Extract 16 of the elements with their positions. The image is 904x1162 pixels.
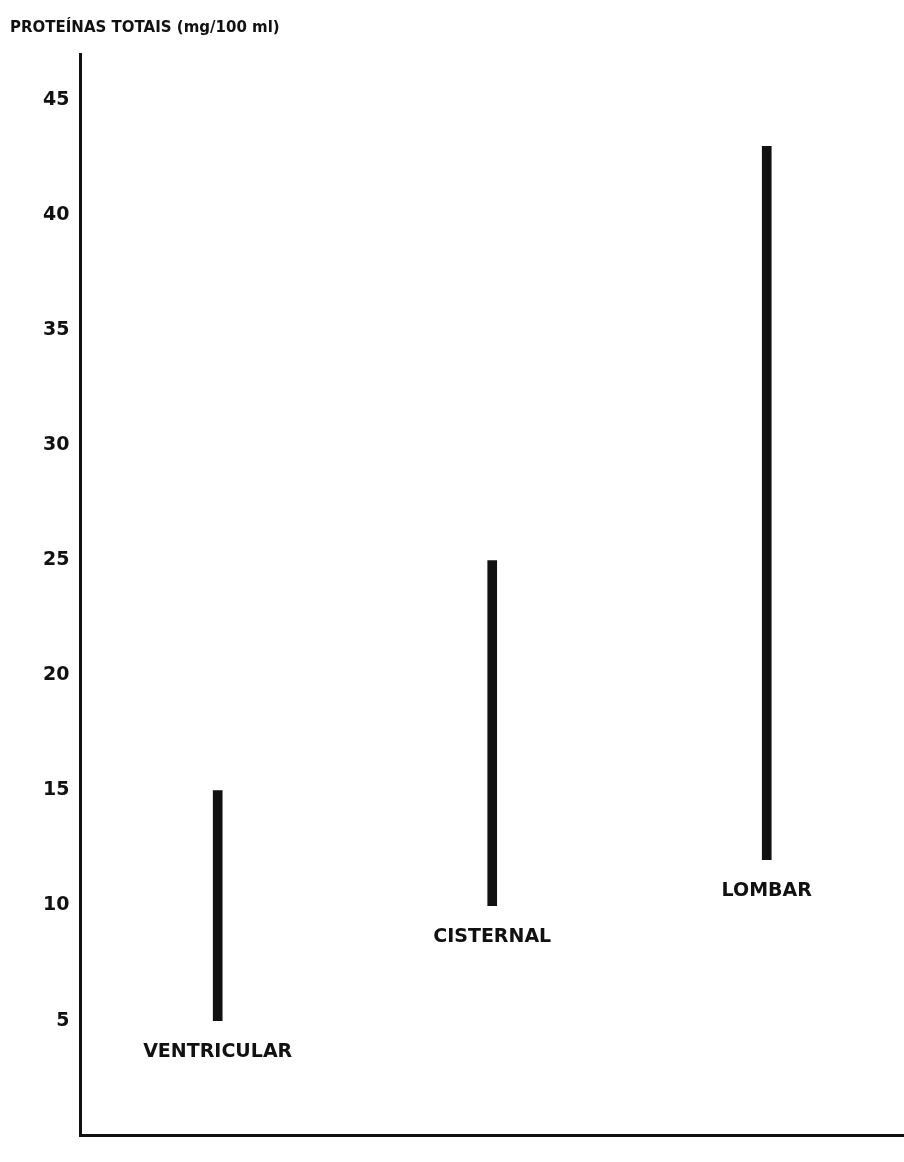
y-tick-label: 35 [42,317,70,340]
y-axis-title: PROTEÍNAS TOTAIS (mg/100 ml) [10,18,280,36]
y-tick-label: 45 [42,87,70,110]
bar [487,560,498,906]
y-tick-label: 5 [56,1007,70,1030]
x-tick-label: LOMBAR [721,877,813,900]
y-tick-label: 40 [42,202,70,225]
y-tick-label: 15 [42,777,70,800]
bar [212,790,223,1021]
y-tick-label: 10 [42,892,70,915]
y-tick-label: 25 [42,547,70,570]
x-tick-label: CISTERNAL [433,923,552,946]
x-tick-label: VENTRICULAR [143,1039,293,1062]
y-tick-label: 30 [42,432,70,455]
y-tick-label: 20 [42,662,70,685]
bar [761,146,772,860]
